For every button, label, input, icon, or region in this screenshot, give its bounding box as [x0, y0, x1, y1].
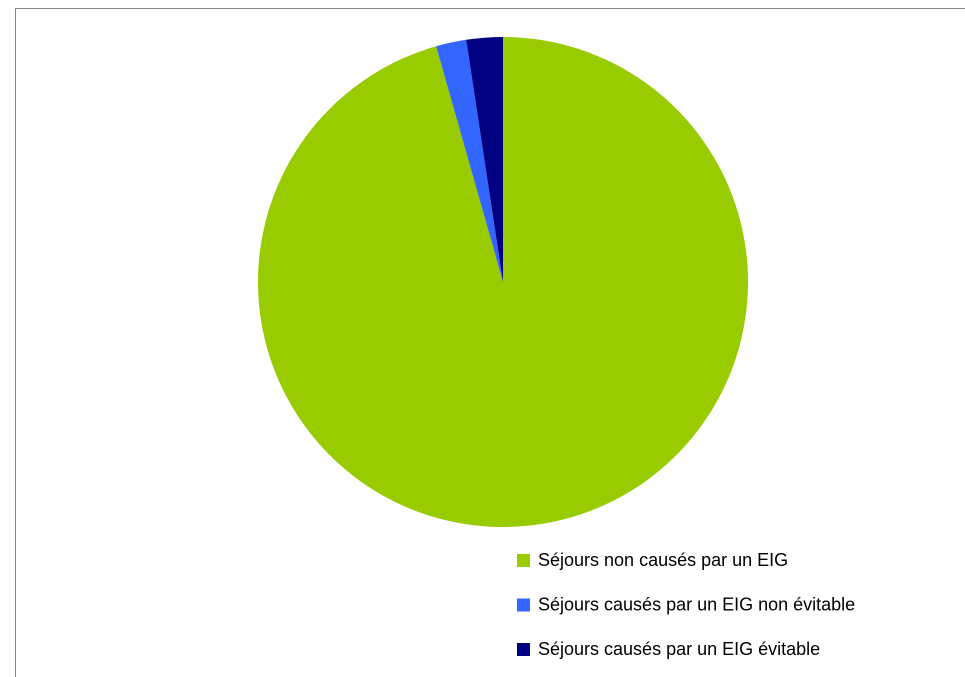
- legend-label: Séjours causés par un EIG évitable: [538, 639, 820, 659]
- legend-label: Séjours non causés par un EIG: [538, 550, 788, 570]
- legend-label: Séjours causés par un EIG non évitable: [538, 594, 855, 614]
- legend-swatch: [517, 598, 530, 612]
- pie-slice: [436, 39, 503, 283]
- legend-swatch: [517, 554, 530, 567]
- legend-swatch: [517, 643, 530, 656]
- pie-slice: [466, 37, 503, 282]
- pie-slice: [257, 37, 748, 527]
